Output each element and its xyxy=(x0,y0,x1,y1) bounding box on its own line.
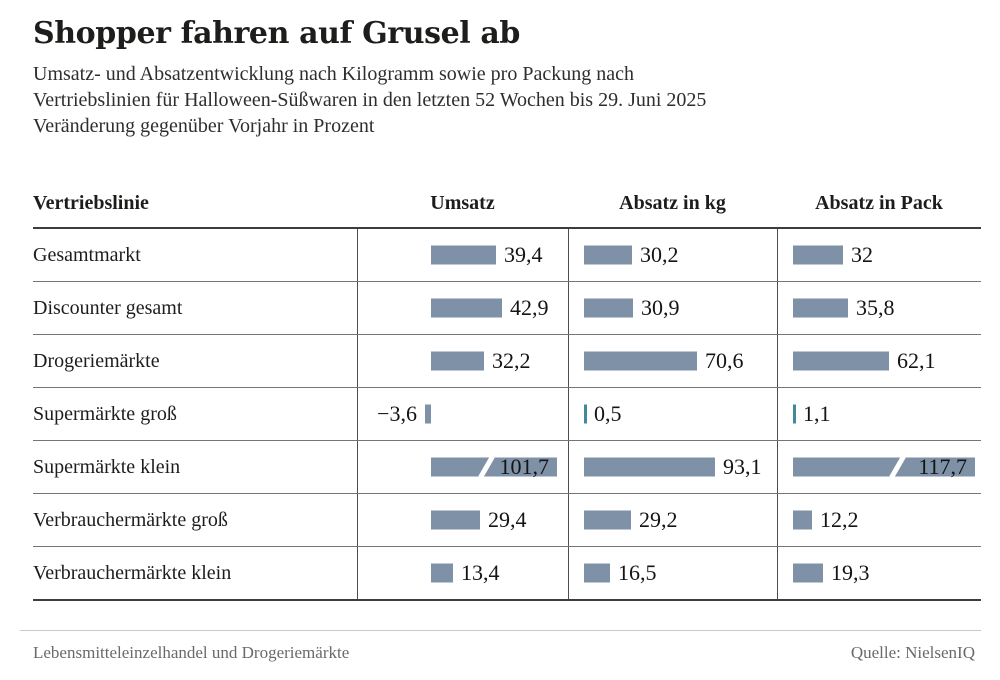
subtitle-line-2: Vertriebslinien für Halloween-Süßwaren i… xyxy=(33,89,707,111)
value-cell: 12,2 xyxy=(777,494,981,546)
value-cell: 29,2 xyxy=(568,494,777,546)
table-row: Supermärkte groß −3,6 0,5 1,1 xyxy=(33,387,981,440)
value-cell: 70,6 xyxy=(568,335,777,387)
value-cell: 39,4 xyxy=(357,229,568,281)
value-cell: 93,1 xyxy=(568,441,777,493)
value-cell: 62,1 xyxy=(777,335,981,387)
value-cell: 35,8 xyxy=(777,282,981,334)
bar xyxy=(584,510,631,530)
table-body: Gesamtmarkt 39,4 30,2 32 Discounter gesamt 42… xyxy=(33,227,981,601)
column-header-absatz-kg: Absatz in kg xyxy=(619,192,726,214)
subtitle-line-3: Veränderung gegenüber Vorjahr in Prozent xyxy=(33,115,375,137)
value-label: 101,7 xyxy=(499,454,550,479)
value-label: 117,7 xyxy=(918,454,967,479)
column-header-vertriebslinie: Vertriebslinie xyxy=(33,192,149,214)
bar xyxy=(793,457,975,477)
value-cell: 30,9 xyxy=(568,282,777,334)
table-row: Gesamtmarkt 39,4 30,2 32 xyxy=(33,229,981,281)
zero-tick xyxy=(793,404,796,424)
value-cell: 117,7 xyxy=(777,441,981,493)
subtitle-line-1: Umsatz- und Absatzentwicklung nach Kilog… xyxy=(33,63,634,85)
bar xyxy=(793,563,823,583)
value-label: 42,9 xyxy=(510,295,549,320)
column-header-absatz-pack: Absatz in Pack xyxy=(815,192,943,214)
value-label: 32 xyxy=(851,242,873,267)
bar xyxy=(431,563,453,583)
value-label: 62,1 xyxy=(897,348,936,373)
value-label: 29,2 xyxy=(639,507,678,532)
content-area: Shopper fahren auf Grusel ab Umsatz- und… xyxy=(33,0,981,601)
value-label: −3,6 xyxy=(377,401,417,426)
value-label: 70,6 xyxy=(705,348,744,373)
footer-note: Lebensmitteleinzelhandel und Drogeriemär… xyxy=(33,643,350,662)
bar xyxy=(431,298,502,318)
value-label: 35,8 xyxy=(856,295,895,320)
footer-divider xyxy=(20,630,981,631)
row-label: Verbrauchermärkte klein xyxy=(33,561,232,584)
subtitle: Umsatz- und Absatzentwicklung nach Kilog… xyxy=(33,61,981,139)
bar xyxy=(431,351,484,371)
value-cell: 42,9 xyxy=(357,282,568,334)
row-label: Supermärkte groß xyxy=(33,402,177,425)
value-label: 93,1 xyxy=(723,454,762,479)
table-row: Verbrauchermärkte groß 29,4 29,2 12,2 xyxy=(33,493,981,546)
bar xyxy=(584,457,715,477)
bar xyxy=(584,245,632,265)
value-label: 30,9 xyxy=(641,295,680,320)
table-header: Vertriebslinie Umsatz Absatz in kg Absat… xyxy=(33,191,981,227)
table-row: Supermärkte klein 101,7 93,1 117,7 xyxy=(33,440,981,493)
value-cell: 0,5 xyxy=(568,388,777,440)
column-header-umsatz: Umsatz xyxy=(430,192,495,214)
value-label: 30,2 xyxy=(640,242,679,267)
value-label: 39,4 xyxy=(504,242,543,267)
bar xyxy=(793,298,848,318)
row-label: Verbrauchermärkte groß xyxy=(33,508,228,531)
value-cell: 13,4 xyxy=(357,547,568,599)
bar xyxy=(793,245,843,265)
table-row: Drogeriemärkte 32,2 70,6 62,1 xyxy=(33,334,981,387)
bar xyxy=(793,510,812,530)
footer: Lebensmitteleinzelhandel und Drogeriemär… xyxy=(33,643,975,663)
value-cell: 19,3 xyxy=(777,547,981,599)
bar xyxy=(431,457,557,477)
value-label: 29,4 xyxy=(488,507,527,532)
value-label: 32,2 xyxy=(492,348,531,373)
bar xyxy=(431,510,480,530)
value-label: 16,5 xyxy=(618,560,657,585)
value-cell: −3,6 xyxy=(357,388,568,440)
row-label: Discounter gesamt xyxy=(33,296,183,319)
bar xyxy=(584,298,633,318)
row-label: Drogeriemärkte xyxy=(33,349,160,372)
row-label: Gesamtmarkt xyxy=(33,243,141,266)
value-cell: 32 xyxy=(777,229,981,281)
value-cell: 32,2 xyxy=(357,335,568,387)
table-row: Discounter gesamt 42,9 30,9 35,8 xyxy=(33,281,981,334)
value-label: 1,1 xyxy=(803,401,831,426)
value-cell: 16,5 xyxy=(568,547,777,599)
source-credit: Quelle: NielsenIQ xyxy=(850,643,975,662)
value-cell: 101,7 xyxy=(357,441,568,493)
value-label: 19,3 xyxy=(831,560,870,585)
bar xyxy=(793,351,889,371)
zero-tick xyxy=(584,404,587,424)
value-cell: 30,2 xyxy=(568,229,777,281)
page-title: Shopper fahren auf Grusel ab xyxy=(33,16,520,51)
value-cell: 29,4 xyxy=(357,494,568,546)
value-cell: 1,1 xyxy=(777,388,981,440)
value-label: 12,2 xyxy=(820,507,859,532)
bar xyxy=(584,563,610,583)
table-row: Verbrauchermärkte klein 13,4 16,5 19,3 xyxy=(33,546,981,599)
bar xyxy=(431,245,496,265)
value-label: 13,4 xyxy=(461,560,500,585)
bar xyxy=(584,351,697,371)
row-label: Supermärkte klein xyxy=(33,455,181,478)
value-label: 0,5 xyxy=(594,401,622,426)
bar xyxy=(425,404,431,424)
